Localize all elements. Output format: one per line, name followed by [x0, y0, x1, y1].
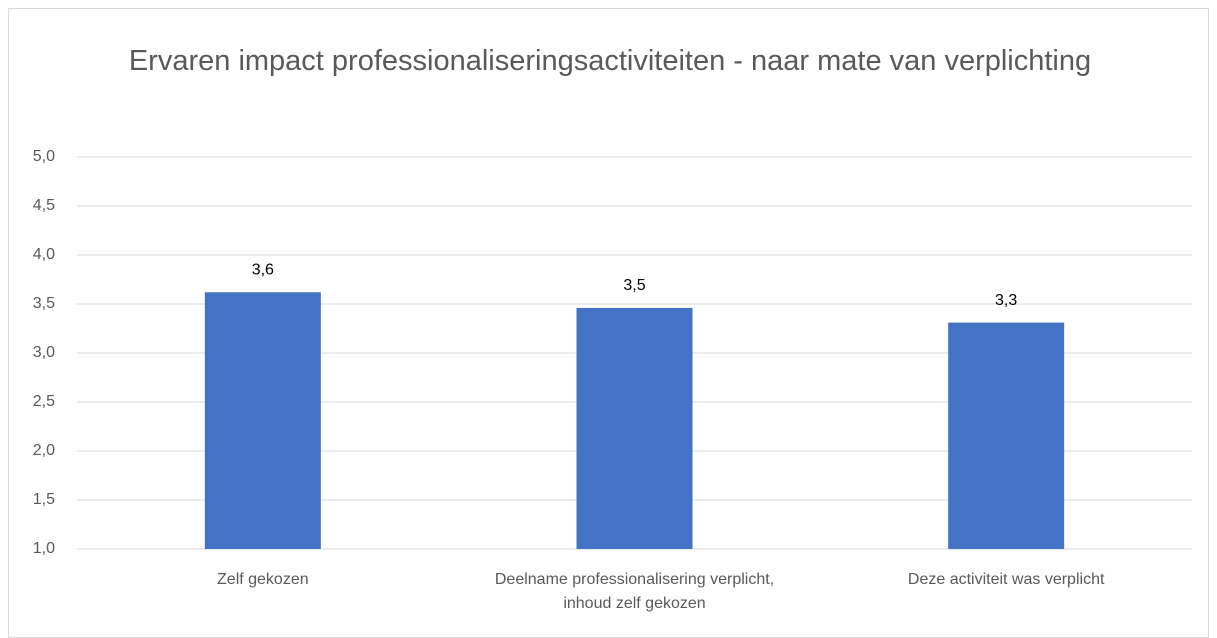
chart-title: Ervaren impact professionaliseringsactiv… — [128, 45, 1092, 77]
y-tick-label: 5,0 — [33, 148, 55, 165]
y-tick-label: 3,5 — [33, 295, 55, 312]
y-tick-label: 3,0 — [33, 344, 55, 361]
x-tick-label: Zelf gekozen — [217, 571, 309, 588]
y-tick-label: 4,5 — [33, 197, 55, 214]
y-tick-label: 2,0 — [33, 442, 55, 459]
x-tick-label: Deelname professionalisering verplicht, … — [494, 571, 775, 612]
y-tick-label: 4,0 — [33, 246, 55, 263]
bar — [576, 307, 693, 549]
data-label: 3,3 — [995, 292, 1017, 309]
y-tick-label: 2,5 — [33, 393, 55, 410]
y-tick-label: 1,0 — [33, 540, 55, 557]
x-tick-label: Deze activiteit was verplicht — [907, 571, 1105, 588]
bar — [204, 292, 321, 549]
data-label: 3,5 — [623, 277, 645, 294]
bar — [948, 322, 1065, 549]
data-label: 3,6 — [252, 261, 274, 278]
y-tick-label: 1,5 — [33, 491, 55, 508]
